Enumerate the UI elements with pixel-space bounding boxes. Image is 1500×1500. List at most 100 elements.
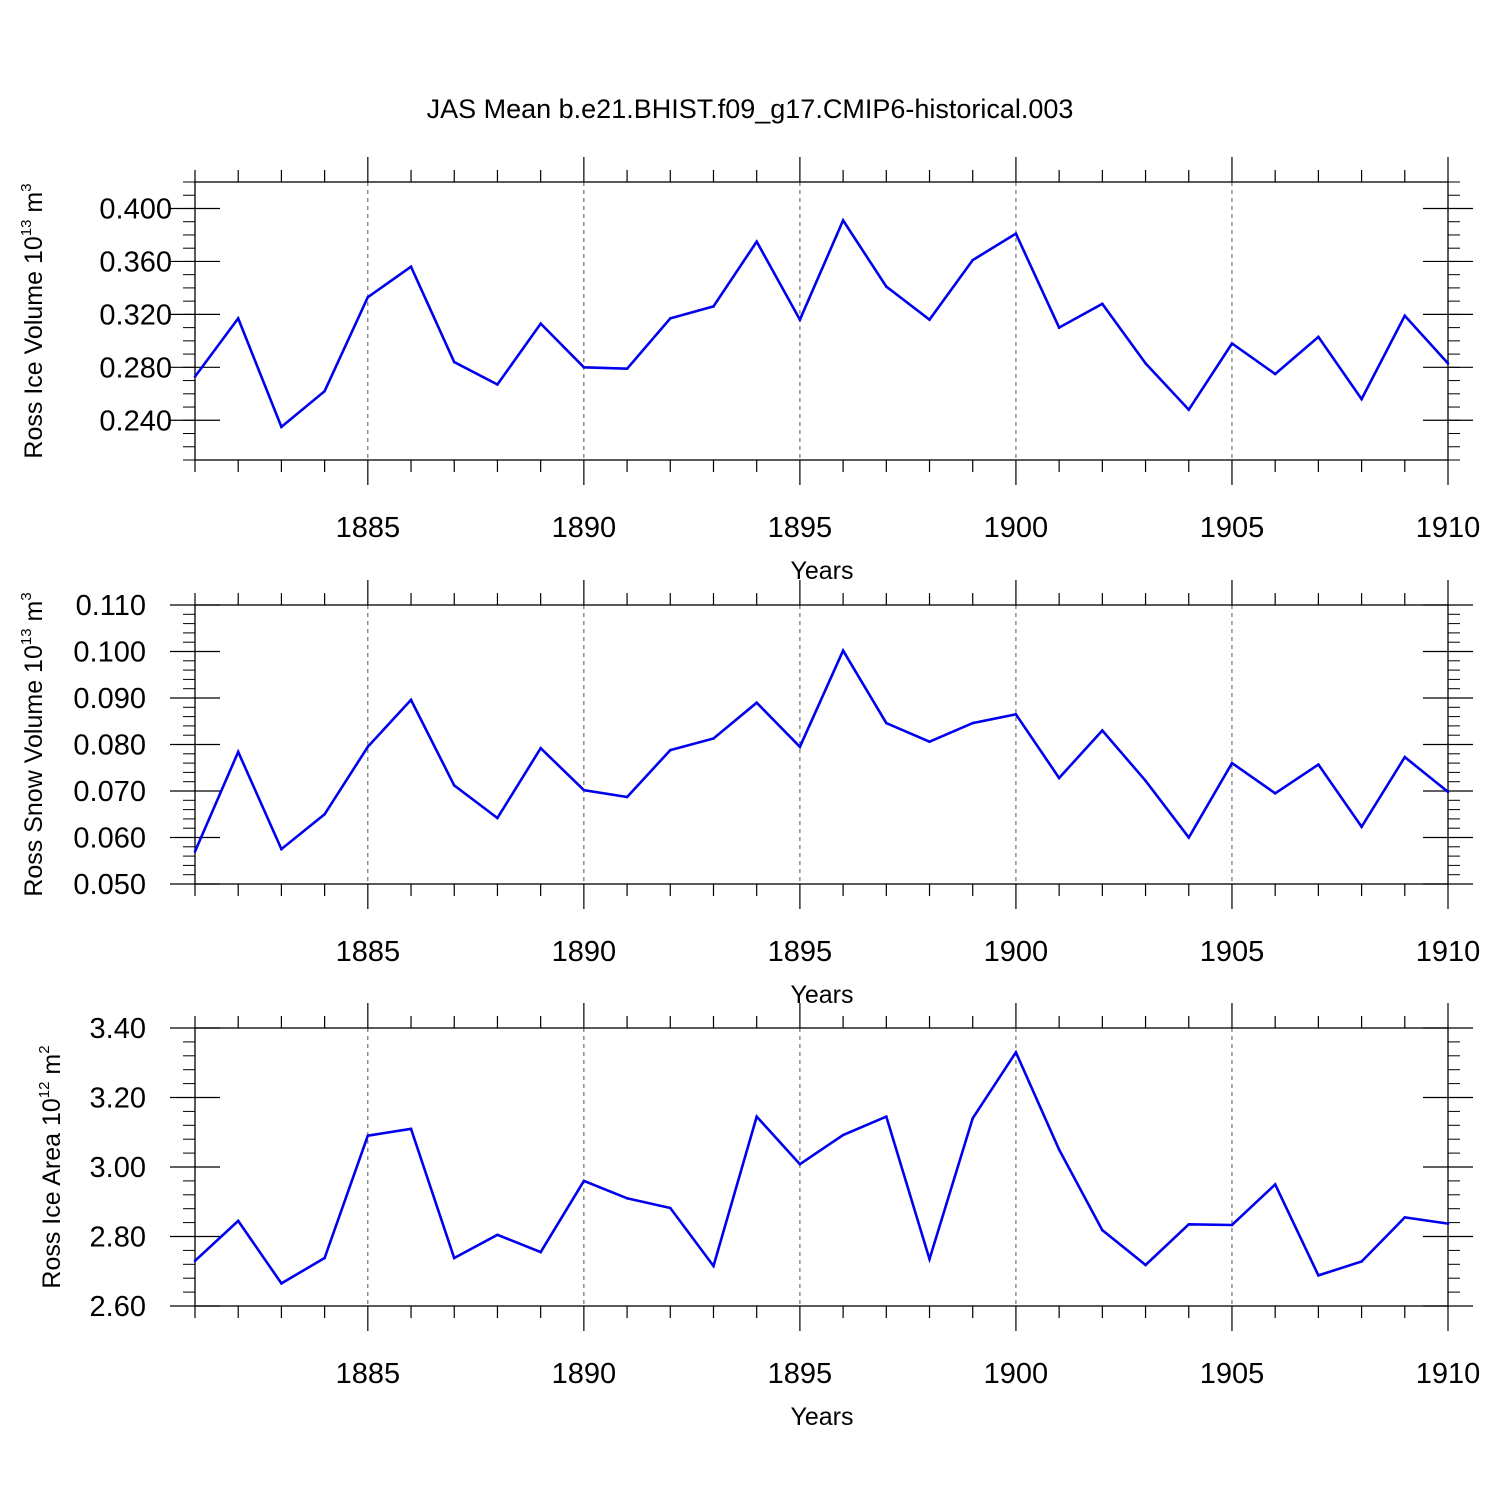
data-point [1403,314,1407,318]
data-point [1446,1222,1450,1225]
data-point [582,788,586,792]
plot-frame [194,1027,1449,1307]
data-point [625,795,629,799]
series-line [194,1049,1449,1286]
data-point [1014,232,1018,235]
x-tick-label: 1910 [1416,936,1481,968]
y-axis-label-unit-exponent: 3 [18,592,35,600]
data-point [323,389,326,393]
data-point [885,1115,888,1118]
x-tick-label: 1890 [552,512,617,544]
data-point [1273,792,1277,795]
y-tick-label: 2.80 [90,1222,146,1254]
data-point [1101,1228,1104,1232]
panel-3: 2.60 2.80 3.00 3.20 3.40 1885 1890 1895 1900 1905… [36,1003,1480,1431]
data-point [841,1133,845,1137]
y-axis-label-exponent: 13 [18,628,35,645]
data-point [409,265,413,269]
x-tick-label: 1900 [984,1358,1049,1390]
data-point [236,1219,240,1223]
data-point [798,1162,802,1166]
data-point [1403,1216,1407,1219]
y-axis-label-unit: m [20,601,48,629]
y-tick-label: 0.280 [99,352,172,384]
data-point [1403,755,1407,759]
y-tick-label: 0.320 [99,299,172,331]
data-point [452,1256,456,1260]
data-point [625,1196,629,1200]
data-point [452,360,456,364]
x-tick-label: 1885 [336,512,401,544]
data-point [1187,1223,1191,1226]
data-point [1101,729,1104,732]
data-point [366,745,370,749]
y-tick-label: 0.090 [73,683,146,715]
data-point [1317,763,1320,766]
series-line [193,217,1449,430]
x-tick-label: 1910 [1416,512,1481,544]
data-point [496,383,499,386]
data-point [366,1134,370,1138]
y-axis-label-text: Ross Snow Volume 10 [20,645,48,897]
data-point [1446,790,1450,794]
data-point [928,1257,931,1261]
data-point [712,305,715,308]
y-tick-label: 0.100 [73,637,146,669]
data-point [452,784,456,787]
y-axis-label-exponent: 12 [36,1082,53,1099]
data-point [668,1206,672,1210]
x-tick-label: 1885 [336,936,401,968]
y-tick-label: 0.110 [76,590,146,622]
data-point [1360,1260,1363,1263]
data-point [1230,342,1234,345]
x-tick-label: 1905 [1200,1358,1265,1390]
y-tick-label: 0.360 [99,246,172,278]
chart-panels: 0.240 0.280 0.320 0.360 0.400 1885 1890 1895 190… [18,157,1480,1431]
x-tick-label: 1895 [768,512,833,544]
data-point [496,1233,499,1237]
data-point [539,746,542,750]
y-axis-label-unit-exponent: 2 [36,1045,53,1053]
x-axis-label: Years [790,981,853,1009]
data-point [193,850,197,853]
y-tick-label: 3.00 [90,1152,146,1184]
panel-2: 0.050 0.060 0.070 0.080 0.090 0.100 0.110 1885 1… [18,580,1480,1009]
y-tick-label: 0.400 [99,193,172,225]
data-point [409,698,413,702]
series-line [193,647,1449,853]
data-point [841,649,845,652]
data-point [280,425,283,429]
data-point [712,737,715,740]
data-point [1144,779,1147,783]
plot-frame [194,604,1449,885]
data-point [712,1264,715,1268]
data-point [885,285,888,288]
x-tick-label: 1885 [336,1358,401,1390]
y-tick-label: 0.070 [73,776,146,808]
data-point [668,748,672,752]
x-tick-label: 1900 [984,512,1049,544]
data-point [1014,712,1018,716]
data-point [928,318,931,321]
data-point [841,219,845,222]
data-point [971,721,975,725]
data-point [625,367,629,370]
data-point [971,1117,975,1120]
data-point [280,847,283,851]
y-axis-label: Ross Snow Volume 1013 m3 [18,592,48,896]
data-point [1057,326,1061,329]
x-axis-label: Years [790,1403,853,1431]
data-point [193,1259,197,1263]
y-axis-label: Ross Ice Area 1012 m2 [36,1045,66,1288]
data-point [582,366,586,369]
data-point [755,240,758,243]
y-axis-label-unit: m [20,192,48,220]
y-axis-label: Ross Ice Volume 1013 m3 [18,183,48,458]
y-axis-label-unit-exponent: 3 [18,183,35,191]
data-point [280,1282,283,1285]
data-point [798,745,802,749]
data-point [1187,836,1191,839]
data-point [798,318,802,321]
x-tick-label: 1905 [1200,936,1265,968]
